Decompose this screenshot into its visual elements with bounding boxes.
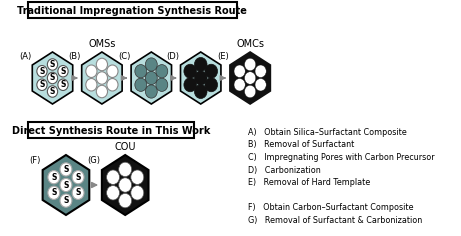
Circle shape <box>119 193 132 208</box>
Circle shape <box>156 65 168 78</box>
Circle shape <box>106 170 119 184</box>
Circle shape <box>58 79 68 90</box>
Text: S: S <box>76 188 81 197</box>
Circle shape <box>184 78 196 92</box>
Text: OMCs: OMCs <box>236 39 264 49</box>
Polygon shape <box>102 155 148 215</box>
Text: B)   Removal of Surfactant: B) Removal of Surfactant <box>248 140 355 149</box>
Circle shape <box>195 71 207 85</box>
Circle shape <box>145 85 157 98</box>
Circle shape <box>37 66 47 77</box>
Text: Traditional Impregnation Synthesis Route: Traditional Impregnation Synthesis Route <box>18 6 248 16</box>
Text: (F): (F) <box>30 156 41 164</box>
Text: S: S <box>51 188 57 197</box>
Circle shape <box>37 79 47 90</box>
Text: (C): (C) <box>118 51 130 60</box>
Circle shape <box>234 79 245 91</box>
Circle shape <box>60 194 72 207</box>
Text: A)   Obtain Silica–Surfactant Composite: A) Obtain Silica–Surfactant Composite <box>248 128 407 137</box>
Text: S: S <box>50 87 55 96</box>
Circle shape <box>135 78 147 91</box>
Text: (A): (A) <box>19 51 31 60</box>
Text: D)   Carbonization: D) Carbonization <box>248 165 321 174</box>
Text: S: S <box>51 173 57 182</box>
Polygon shape <box>42 155 89 215</box>
Circle shape <box>72 186 84 199</box>
Circle shape <box>195 57 207 72</box>
FancyBboxPatch shape <box>28 122 195 138</box>
Circle shape <box>195 84 207 99</box>
Text: G)   Removal of Surfactant & Carbonization: G) Removal of Surfactant & Carbonization <box>248 215 422 224</box>
Circle shape <box>135 65 147 78</box>
Text: Direct Synthesis Route in This Work: Direct Synthesis Route in This Work <box>12 126 210 136</box>
Text: F)   Obtain Carbon–Surfactant Composite: F) Obtain Carbon–Surfactant Composite <box>248 203 414 212</box>
Text: (G): (G) <box>87 156 100 164</box>
Circle shape <box>47 72 58 84</box>
FancyBboxPatch shape <box>28 2 237 18</box>
Polygon shape <box>82 52 122 104</box>
Text: S: S <box>50 73 55 83</box>
Polygon shape <box>131 52 171 104</box>
Circle shape <box>72 171 84 184</box>
Circle shape <box>96 72 107 84</box>
Polygon shape <box>230 52 270 104</box>
Circle shape <box>60 178 72 192</box>
Polygon shape <box>32 52 73 104</box>
Circle shape <box>119 162 132 177</box>
Text: (D): (D) <box>166 51 180 60</box>
Circle shape <box>47 86 58 97</box>
Text: S: S <box>63 196 69 205</box>
Circle shape <box>86 79 97 91</box>
Circle shape <box>145 71 157 85</box>
Circle shape <box>119 178 132 192</box>
Circle shape <box>244 72 256 84</box>
Circle shape <box>58 66 68 77</box>
Text: S: S <box>63 181 69 190</box>
Circle shape <box>234 65 245 77</box>
Text: (B): (B) <box>68 51 81 60</box>
Text: S: S <box>60 80 66 89</box>
Circle shape <box>106 185 119 200</box>
Text: S: S <box>63 165 69 174</box>
Circle shape <box>205 64 218 78</box>
Text: S: S <box>50 60 55 69</box>
Text: E)   Removal of Hard Template: E) Removal of Hard Template <box>248 178 371 187</box>
Circle shape <box>255 65 266 77</box>
Circle shape <box>131 185 144 200</box>
Circle shape <box>107 79 118 91</box>
Text: C)   Impregnating Pores with Carbon Precursor: C) Impregnating Pores with Carbon Precur… <box>248 153 435 162</box>
Text: COU: COU <box>114 142 136 152</box>
Text: S: S <box>39 67 45 76</box>
Text: (E): (E) <box>217 51 229 60</box>
Text: S: S <box>60 67 66 76</box>
Circle shape <box>156 78 168 91</box>
Circle shape <box>96 58 107 71</box>
Circle shape <box>244 85 256 98</box>
Circle shape <box>184 64 196 78</box>
Circle shape <box>145 58 157 71</box>
Circle shape <box>205 78 218 92</box>
Polygon shape <box>181 52 221 104</box>
Circle shape <box>86 65 97 77</box>
Circle shape <box>60 163 72 176</box>
Circle shape <box>255 79 266 91</box>
Text: OMSs: OMSs <box>88 39 116 49</box>
Circle shape <box>131 170 144 184</box>
Circle shape <box>48 171 60 184</box>
Circle shape <box>47 59 58 70</box>
Circle shape <box>48 186 60 199</box>
Circle shape <box>107 65 118 77</box>
Circle shape <box>96 85 107 98</box>
Text: S: S <box>76 173 81 182</box>
Circle shape <box>244 58 256 71</box>
Text: S: S <box>39 80 45 89</box>
